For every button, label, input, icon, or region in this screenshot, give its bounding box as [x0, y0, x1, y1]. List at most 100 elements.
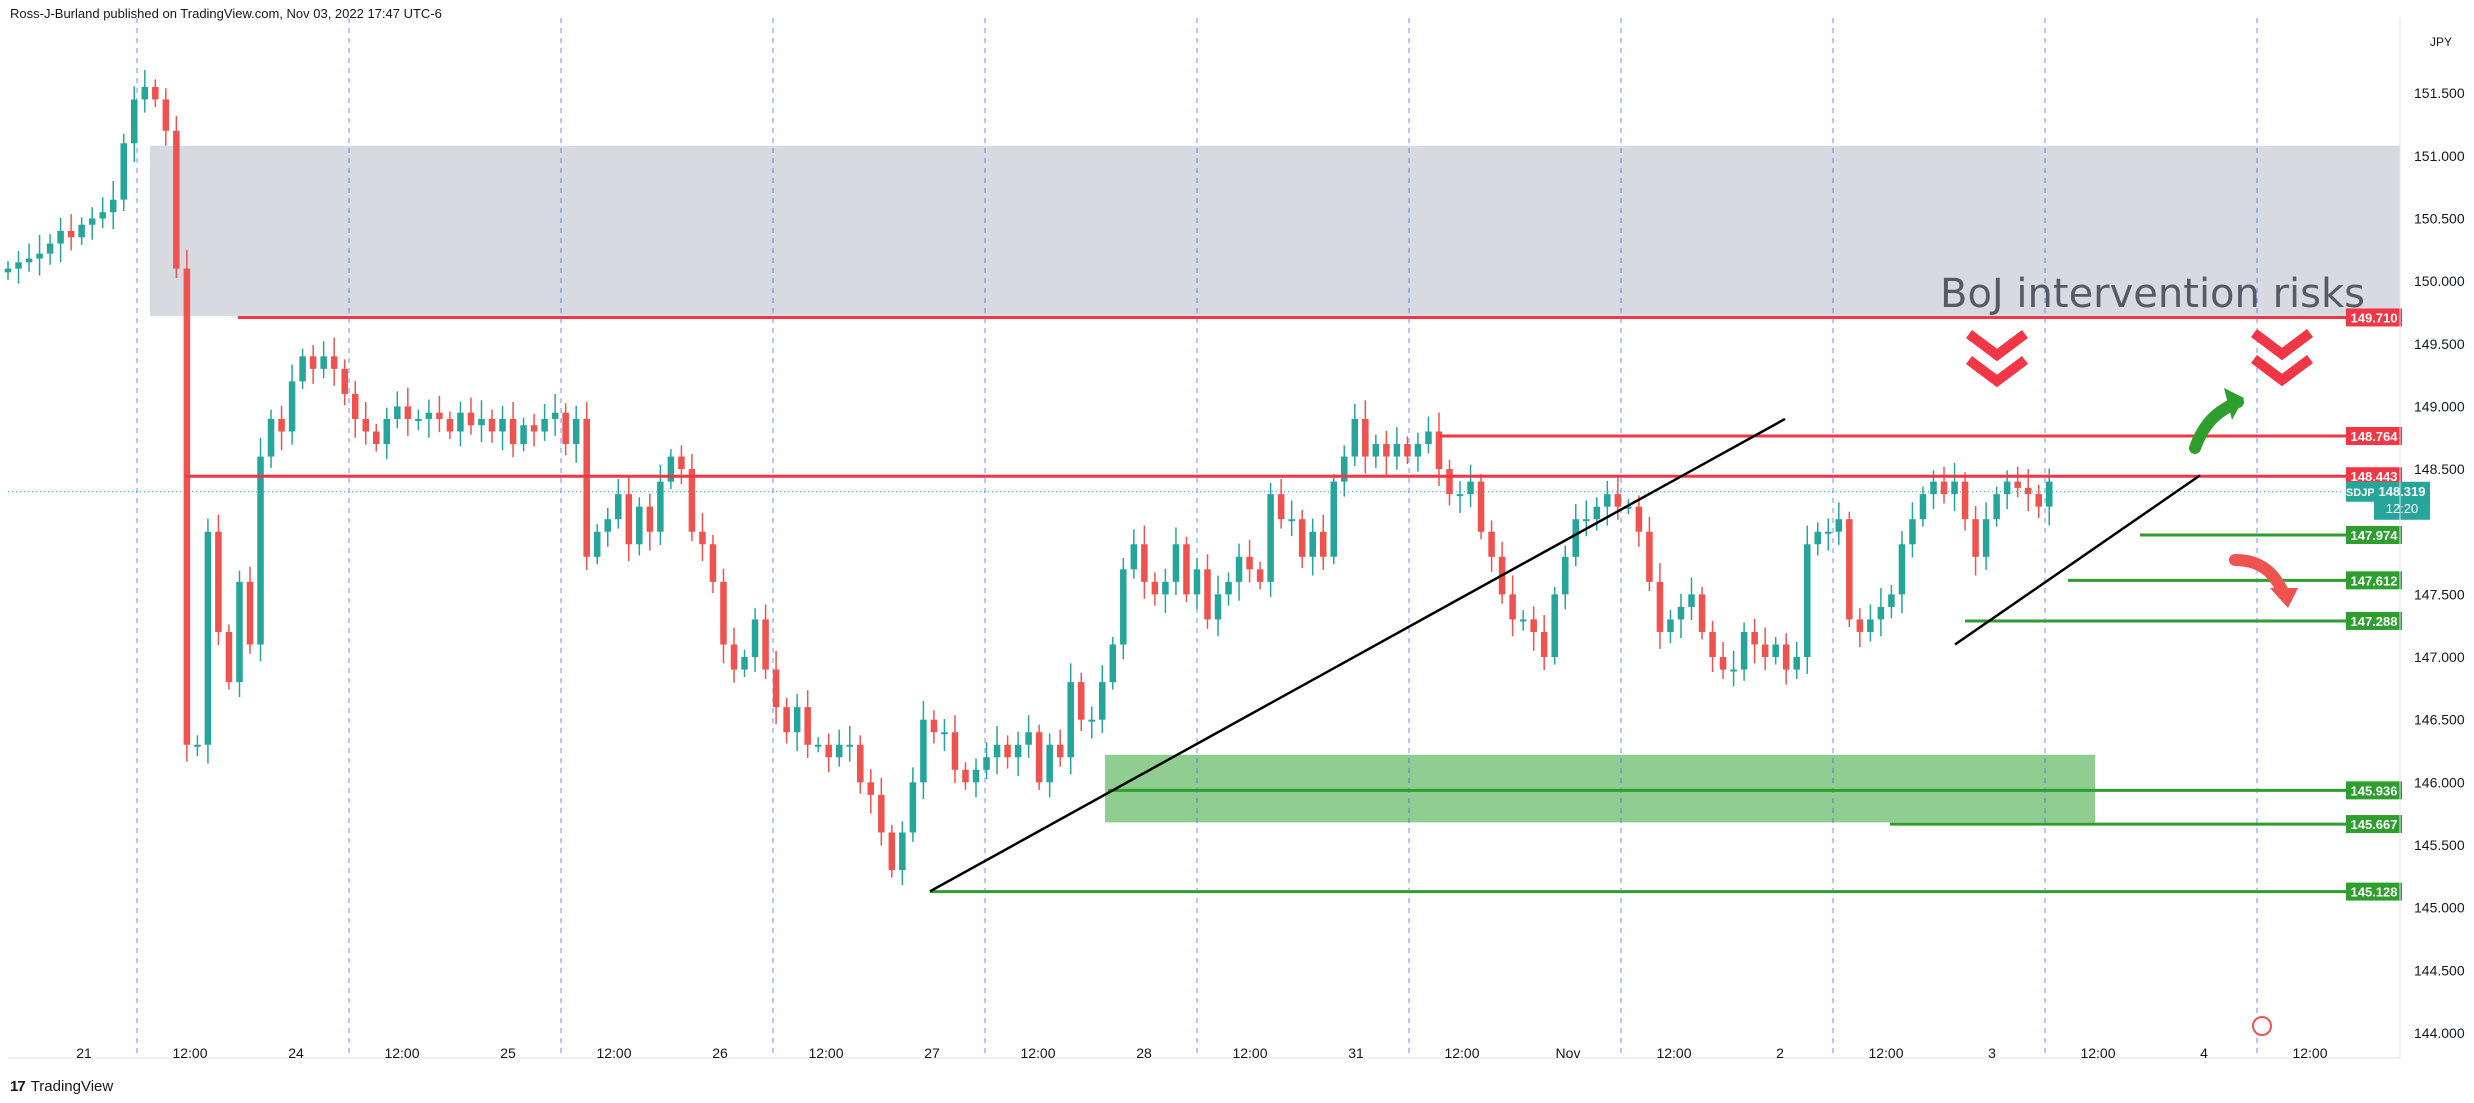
- x-tick-label: 12:00: [1444, 1045, 1479, 1061]
- candle: [1477, 474, 1485, 540]
- candle-body: [1530, 619, 1537, 632]
- candle: [1425, 416, 1432, 454]
- candle: [1982, 502, 1990, 570]
- y-tick-label: 149.500: [2414, 336, 2465, 352]
- candle: [1162, 568, 1169, 614]
- candle: [1004, 735, 1011, 769]
- candle-body: [1604, 494, 1611, 507]
- resistance-tag: [2346, 427, 2402, 446]
- candle: [1561, 545, 1569, 610]
- candle: [1025, 715, 1032, 758]
- candle: [1046, 733, 1053, 798]
- candle-body: [131, 99, 138, 144]
- candle-body: [625, 494, 633, 545]
- footer-brand-name: TradingView: [30, 1078, 114, 1095]
- candle-body: [1172, 544, 1180, 582]
- candle: [1530, 606, 1537, 651]
- candle-body: [1561, 556, 1569, 595]
- candle-body: [267, 418, 275, 457]
- symbol-tag-label: USDJPY: [2338, 487, 2383, 499]
- candle-body: [1961, 481, 1969, 520]
- candle-body: [236, 581, 243, 683]
- x-tick-label: 12:00: [384, 1045, 419, 1061]
- candle-body: [615, 494, 622, 520]
- candle-body: [330, 356, 338, 369]
- candle: [678, 445, 685, 485]
- support-tag-label: 145.667: [2351, 817, 2398, 832]
- candle-body: [1214, 594, 1222, 620]
- candle-body: [1667, 619, 1674, 632]
- candle-body: [457, 412, 464, 432]
- candle: [215, 514, 222, 646]
- x-tick-label: Nov: [1556, 1045, 1581, 1061]
- candle-body: [867, 782, 875, 795]
- candle-body: [1846, 519, 1853, 620]
- candle-body: [1740, 631, 1748, 670]
- candle-body: [4, 268, 12, 273]
- candle: [246, 566, 254, 654]
- x-tick-label: 21: [76, 1045, 92, 1061]
- candle-body: [373, 431, 380, 445]
- candle-body: [1888, 594, 1895, 607]
- candle: [478, 400, 485, 443]
- candle-body: [667, 456, 675, 482]
- candle-body: [183, 268, 191, 745]
- candle: [1782, 633, 1790, 685]
- candle-body: [1383, 444, 1390, 457]
- x-tick-label: 28: [1136, 1045, 1152, 1061]
- candle-body: [1551, 594, 1558, 658]
- candle: [1383, 430, 1390, 476]
- candle-body: [257, 456, 264, 645]
- candle: [793, 694, 801, 752]
- candle: [1856, 608, 1864, 648]
- candle-body: [1477, 481, 1485, 532]
- candle: [867, 769, 875, 814]
- candle: [1814, 522, 1822, 556]
- candle-body: [1972, 519, 1979, 557]
- candle-body: [351, 393, 359, 419]
- candle-body: [1751, 631, 1758, 645]
- candle: [1835, 502, 1843, 545]
- candle-body: [762, 619, 769, 670]
- y-tick-label: 150.500: [2414, 210, 2465, 226]
- candle: [1172, 527, 1180, 596]
- candle: [1730, 650, 1737, 687]
- candle-body: [562, 412, 569, 445]
- candle: [730, 627, 738, 683]
- candle-body: [772, 669, 780, 708]
- candle: [709, 534, 717, 594]
- candle: [278, 405, 285, 451]
- candle: [636, 497, 643, 556]
- last-price-tag: [2374, 481, 2430, 520]
- candle-body: [930, 719, 938, 733]
- candle-body: [593, 531, 601, 557]
- candle: [15, 251, 22, 284]
- candle-body: [1803, 544, 1811, 658]
- candle-body: [446, 418, 454, 432]
- candle-body: [1909, 519, 1916, 545]
- candle-body: [1025, 732, 1032, 745]
- support-tag-label: 145.128: [2351, 885, 2398, 900]
- support-tag: [2346, 815, 2402, 834]
- candle-body: [541, 418, 548, 432]
- footer-brand[interactable]: 17 TradingView: [10, 1078, 113, 1095]
- candle: [625, 475, 633, 562]
- y-tick-label: 147.500: [2414, 586, 2465, 602]
- candle: [1204, 554, 1211, 629]
- candle: [1993, 486, 2000, 527]
- candle: [1898, 531, 1906, 614]
- candle-body: [1877, 606, 1885, 620]
- candle-body: [857, 744, 864, 783]
- candle-body: [1677, 606, 1685, 620]
- candle: [1940, 466, 1948, 504]
- candle-body: [425, 412, 433, 419]
- candle-body: [1088, 719, 1096, 722]
- tradingview-logo-icon: 17: [10, 1078, 26, 1095]
- candle-body: [99, 212, 106, 219]
- candle: [1130, 529, 1138, 579]
- candle: [920, 700, 927, 800]
- y-tick-label: 144.500: [2414, 962, 2465, 978]
- candle: [804, 690, 811, 758]
- candle-body: [804, 707, 811, 745]
